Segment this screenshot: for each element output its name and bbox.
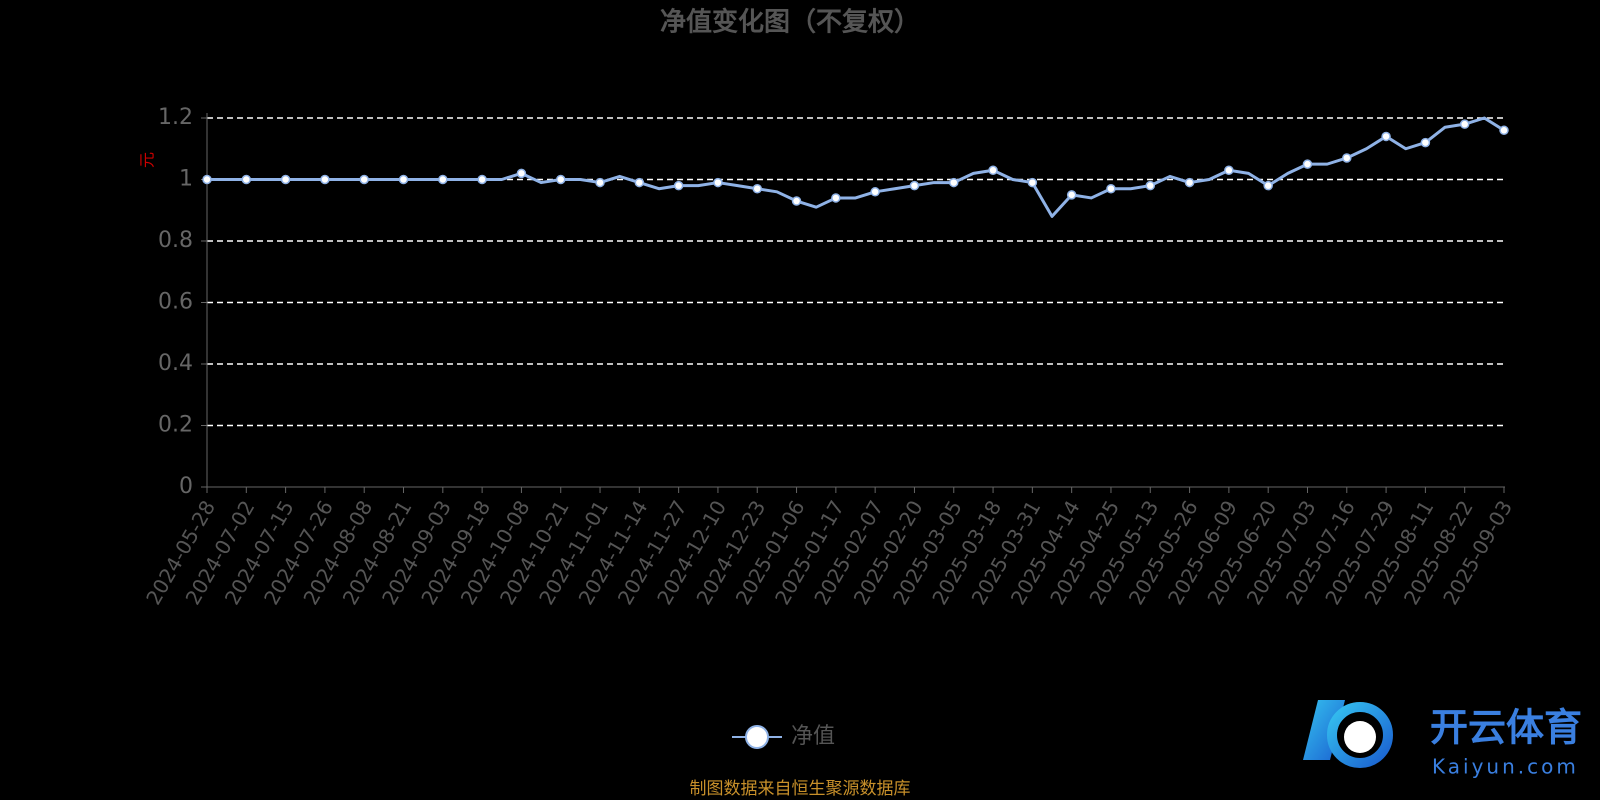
data-point xyxy=(1342,153,1352,163)
data-point xyxy=(1145,180,1156,191)
y-axis-label: 元 xyxy=(138,152,157,168)
data-point xyxy=(477,174,487,185)
chart-title: 净值变化图（不复权） xyxy=(660,7,920,38)
data-point xyxy=(1224,165,1234,176)
data-point xyxy=(634,177,645,188)
legend-label: 净值 xyxy=(791,724,835,749)
source-note: 制图数据来自恒生聚源数据库 xyxy=(690,779,911,799)
data-point xyxy=(1302,159,1313,169)
data-point xyxy=(438,174,448,185)
logo-ring xyxy=(1327,702,1393,768)
watermark-url: Kaiyun.com xyxy=(1432,755,1579,779)
data-point xyxy=(1459,119,1470,129)
data-point xyxy=(202,174,212,185)
data-point xyxy=(241,174,252,185)
y-tick-label: 0.6 xyxy=(158,290,193,315)
data-point xyxy=(1066,190,1077,200)
y-tick-label: 1.2 xyxy=(158,105,193,130)
y-tick-label: 1 xyxy=(179,167,193,192)
data-point xyxy=(713,177,723,188)
data-point xyxy=(555,174,566,185)
data-point xyxy=(673,180,684,191)
y-tick-label: 0.8 xyxy=(158,228,193,253)
data-point xyxy=(791,196,802,206)
data-point xyxy=(516,168,527,179)
data-point xyxy=(1263,180,1273,191)
data-point xyxy=(909,180,920,191)
data-line xyxy=(207,116,1505,218)
data-point xyxy=(320,174,330,185)
data-point xyxy=(280,174,291,185)
y-tick-label: 0 xyxy=(179,474,193,499)
watermark-name: 开云体育 xyxy=(1430,706,1582,750)
data-point xyxy=(1499,125,1509,136)
data-point xyxy=(359,174,369,185)
y-tick-label: 0.4 xyxy=(158,351,193,376)
data-point xyxy=(870,187,880,197)
data-point xyxy=(752,183,762,194)
data-point xyxy=(1420,137,1431,148)
data-point xyxy=(831,193,841,203)
logo-ball xyxy=(1344,721,1376,753)
data-point xyxy=(398,174,409,185)
watermark: 开云体育 Kaiyun.com xyxy=(1303,700,1582,779)
y-tick-label: 0.2 xyxy=(158,413,193,438)
data-point xyxy=(1027,177,1038,188)
data-point xyxy=(1106,183,1116,194)
data-point xyxy=(949,177,959,188)
data-point xyxy=(988,165,998,176)
data-point xyxy=(1184,177,1195,188)
data-point xyxy=(595,177,605,188)
data-point xyxy=(1381,131,1391,142)
legend-marker xyxy=(745,725,769,749)
